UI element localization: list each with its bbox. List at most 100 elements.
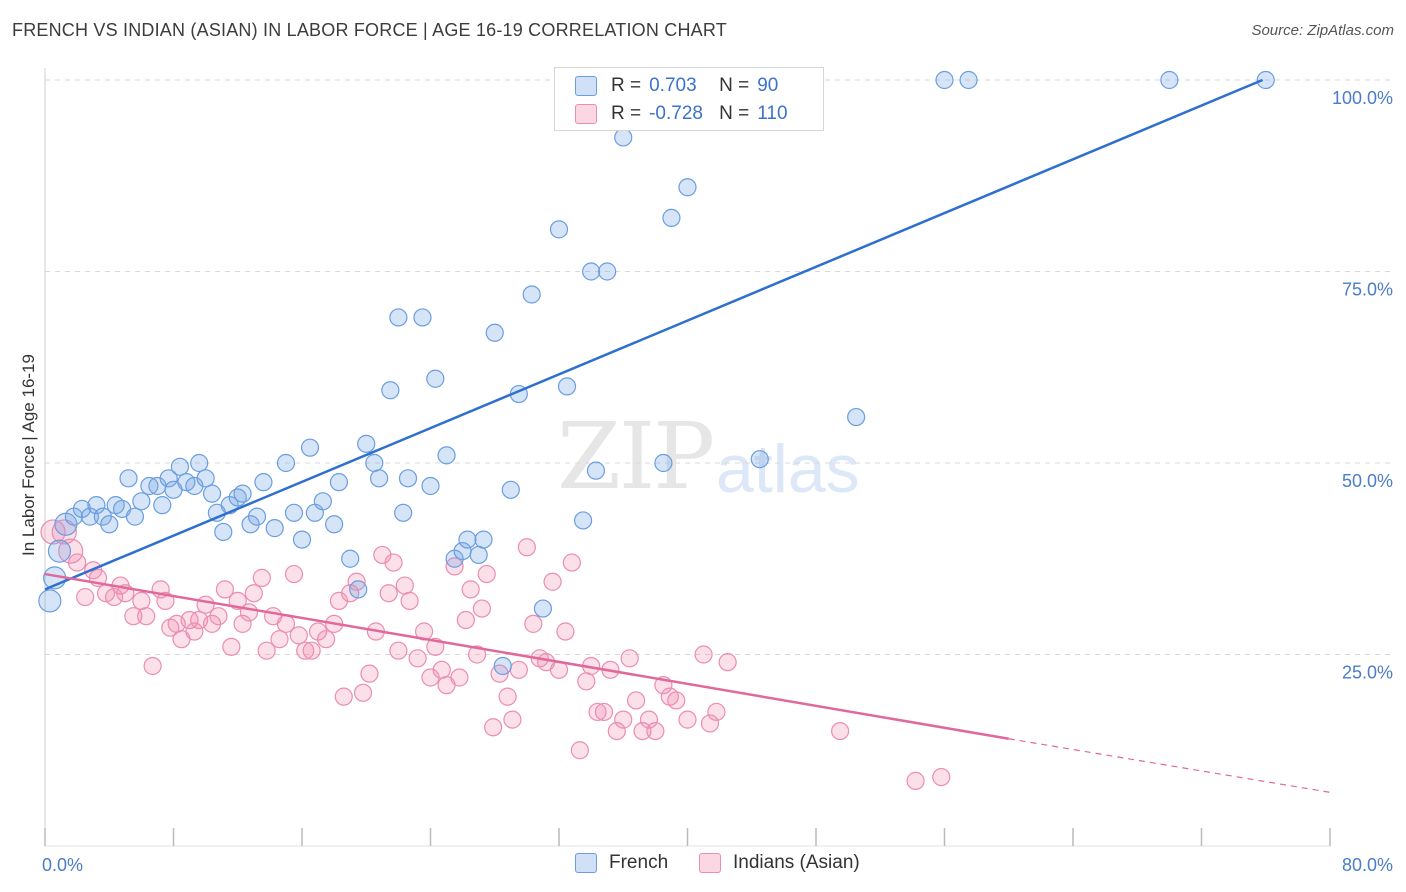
indian-point (461, 580, 480, 599)
french-point (132, 492, 151, 511)
french-point (214, 522, 233, 542)
indian-point (570, 741, 589, 760)
french-point (284, 503, 304, 522)
legend-r-value: 0.703 (649, 75, 697, 96)
indian-point (517, 538, 536, 557)
french-swatch (575, 853, 597, 873)
french-point (190, 453, 209, 473)
french-point (557, 377, 577, 396)
indian-point (334, 687, 353, 706)
y-tick-label: 50.0% (1342, 471, 1393, 491)
french-point (533, 599, 553, 618)
indian-point (215, 580, 234, 599)
french-point (549, 220, 569, 239)
indian-point (347, 572, 366, 591)
french-point (254, 473, 273, 492)
french-point (370, 469, 389, 488)
french-point (313, 492, 332, 511)
indian-point (718, 653, 737, 672)
french-point (1256, 70, 1275, 90)
french-point (300, 438, 320, 457)
french-series-points (38, 70, 1275, 676)
french-point (493, 656, 512, 676)
bottom-legend-indian-label: Indians (Asian) (733, 852, 860, 873)
bottom-legend-french-label: French (609, 852, 669, 873)
legend-r-value: -0.728 (649, 103, 703, 124)
french-point (119, 469, 138, 488)
indian-point (472, 599, 491, 618)
indian-point (124, 607, 143, 626)
indian-point (509, 660, 528, 679)
french-point (398, 469, 418, 488)
indian-point (302, 641, 321, 660)
indian-point (360, 664, 379, 683)
indian-point (562, 553, 581, 572)
indian-swatch (575, 104, 597, 124)
watermark-atlas: atlas (716, 431, 860, 507)
french-point (196, 469, 215, 488)
legend-r-label: R = (611, 75, 642, 96)
french-point (678, 178, 697, 197)
french-point (662, 208, 681, 227)
french-point (265, 519, 284, 538)
indian-point (289, 626, 308, 645)
french-point (170, 457, 190, 476)
indian-point (543, 572, 562, 591)
french-point (159, 469, 178, 488)
x-tick-label: 0.0% (42, 855, 83, 875)
indian-point (607, 721, 626, 741)
indian-point (432, 660, 451, 679)
french-point (329, 473, 349, 492)
french-point (357, 434, 376, 453)
indian-trendline-extension (1008, 738, 1331, 793)
french-point (1160, 70, 1179, 90)
indian-point (620, 649, 639, 668)
indian-point (484, 718, 503, 737)
legend-row-french: R = 0.703 N = 90 (575, 73, 827, 99)
french-point (614, 128, 633, 147)
bottom-legend-french: French (575, 852, 668, 874)
french-point (522, 285, 541, 304)
source-label: Source: ZipAtlas.com (1251, 22, 1394, 39)
tick-labels: 25.0% 50.0% 75.0% 100.0% 0.0% 80.0% (42, 88, 1393, 875)
french-swatch (575, 76, 597, 96)
french-point (87, 496, 106, 515)
indian-point (132, 591, 151, 610)
trendlines (44, 78, 1331, 793)
indian-point (524, 614, 543, 633)
french-point (389, 308, 408, 327)
indian-point (389, 641, 408, 660)
indian-point (384, 553, 403, 572)
indian-point (614, 710, 633, 729)
indian-point (180, 610, 199, 630)
indian-point (257, 641, 276, 660)
indian-point (467, 645, 487, 664)
indian-point (222, 637, 241, 656)
french-point (38, 589, 62, 613)
indian-point (244, 584, 263, 603)
french-point (341, 549, 360, 568)
legend-n-value: 90 (757, 75, 779, 96)
indian-series-points (40, 519, 951, 790)
french-trendline (44, 78, 1264, 591)
french-point (349, 580, 368, 599)
french-point (365, 453, 384, 473)
french-point (233, 484, 252, 503)
indian-point (233, 614, 252, 633)
french-point (959, 70, 978, 90)
indian-trendline (44, 572, 1009, 740)
french-point (586, 461, 606, 480)
indian-point (678, 710, 697, 729)
y-axis-label: In Labor Force | Age 16-19 (19, 354, 38, 556)
indian-point (76, 587, 95, 607)
french-point (598, 262, 617, 281)
indian-point (395, 576, 414, 595)
indian-point (700, 714, 720, 733)
bottom-legend-indian: Indians (Asian) (699, 852, 860, 874)
french-point (47, 539, 72, 563)
legend-box: R = 0.703 N = 90 R = -0.728 N = 110 (554, 67, 824, 131)
indian-point (694, 645, 713, 664)
indian-point (51, 519, 77, 545)
french-point (458, 530, 477, 549)
